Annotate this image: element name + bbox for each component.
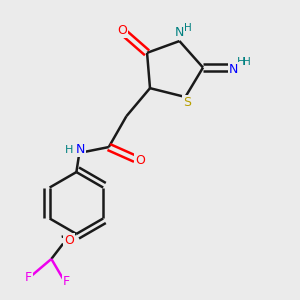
Text: N: N	[229, 62, 239, 76]
Text: H: H	[237, 57, 245, 67]
Text: F: F	[63, 275, 70, 288]
Text: F: F	[25, 271, 32, 284]
Text: O: O	[64, 234, 74, 247]
Text: N: N	[175, 26, 184, 39]
Text: O: O	[135, 154, 145, 167]
Text: N: N	[76, 143, 86, 157]
Text: S: S	[183, 96, 191, 110]
Text: H: H	[184, 23, 192, 33]
Text: H: H	[65, 145, 73, 155]
Text: H: H	[243, 57, 250, 67]
Text: O: O	[117, 24, 127, 37]
